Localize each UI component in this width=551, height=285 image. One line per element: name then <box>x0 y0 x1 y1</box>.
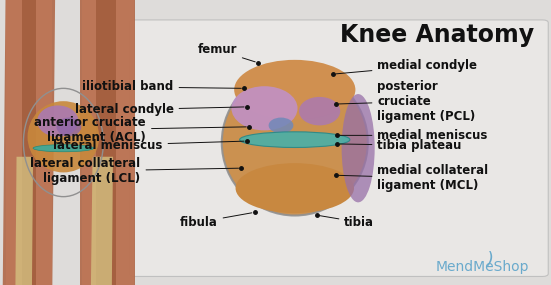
Polygon shape <box>80 0 135 285</box>
Polygon shape <box>22 0 36 285</box>
Ellipse shape <box>236 163 354 213</box>
Polygon shape <box>6 0 22 285</box>
Text: medial condyle: medial condyle <box>336 59 477 74</box>
FancyBboxPatch shape <box>129 20 548 276</box>
Ellipse shape <box>240 132 350 148</box>
Text: anterior cruciate
ligament (ACL): anterior cruciate ligament (ACL) <box>34 116 246 144</box>
Polygon shape <box>36 0 52 285</box>
Text: lateral meniscus: lateral meniscus <box>53 139 244 152</box>
Ellipse shape <box>37 105 78 137</box>
Polygon shape <box>82 0 96 285</box>
Polygon shape <box>15 157 33 285</box>
Text: fibula: fibula <box>180 213 252 229</box>
Text: iliotibial band: iliotibial band <box>82 80 241 93</box>
Text: lateral condyle: lateral condyle <box>74 103 244 116</box>
Ellipse shape <box>56 117 82 136</box>
Ellipse shape <box>222 70 368 215</box>
Text: lateral collateral
ligament (LCL): lateral collateral ligament (LCL) <box>30 157 239 185</box>
Text: femur: femur <box>197 43 255 62</box>
Ellipse shape <box>342 94 375 202</box>
Polygon shape <box>91 157 113 285</box>
Ellipse shape <box>231 86 298 131</box>
Text: medial collateral
ligament (MCL): medial collateral ligament (MCL) <box>339 164 489 192</box>
Text: Knee Anatomy: Knee Anatomy <box>341 23 534 47</box>
Polygon shape <box>96 0 116 285</box>
Ellipse shape <box>269 117 293 133</box>
Polygon shape <box>3 0 55 285</box>
Text: tibia plateau: tibia plateau <box>340 139 462 152</box>
Ellipse shape <box>33 145 94 152</box>
Ellipse shape <box>28 101 99 172</box>
Text: medial meniscus: medial meniscus <box>340 129 488 142</box>
Text: posterior
cruciate
ligament (PCL): posterior cruciate ligament (PCL) <box>339 80 476 123</box>
Text: ): ) <box>486 251 493 269</box>
Ellipse shape <box>234 60 355 120</box>
Ellipse shape <box>299 97 341 125</box>
Polygon shape <box>116 0 134 285</box>
Text: tibia: tibia <box>320 216 374 229</box>
Text: MendMeShop: MendMeShop <box>435 260 529 274</box>
